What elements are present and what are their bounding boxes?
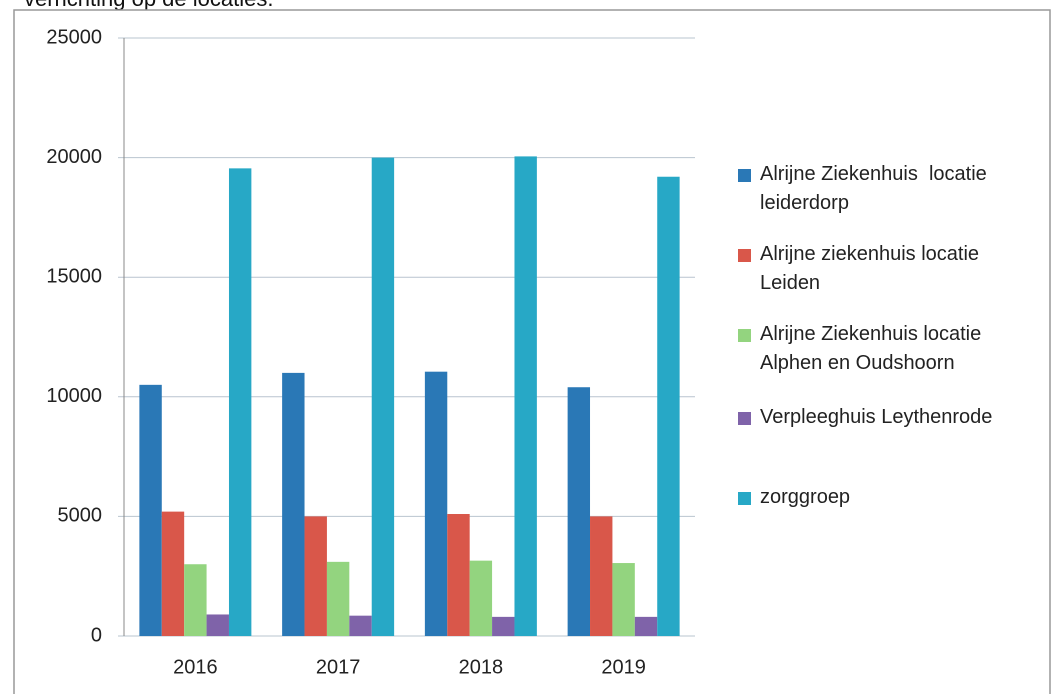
legend-item: Alrijne Ziekenhuis locatie leiderdorp [738, 160, 1038, 218]
bar [612, 563, 635, 636]
bar [228, 168, 252, 636]
bar [282, 372, 305, 636]
bar [567, 387, 591, 636]
legend-label: zorggroep [760, 486, 851, 508]
x-tick-label: 2019 [601, 656, 646, 678]
legend-swatch [738, 329, 751, 342]
legend-item: Verpleeghuis Leythenrode [738, 403, 1038, 432]
y-tick-label: 25000 [46, 26, 102, 48]
y-tick-label: 10000 [46, 385, 102, 407]
bar [326, 561, 350, 636]
chart-frame [13, 9, 1051, 694]
bar [161, 511, 185, 636]
legend-label: Alrijne Ziekenhuis locatie Alphen en Oud… [760, 323, 986, 374]
y-tick-label: 20000 [46, 146, 102, 168]
bar [634, 616, 658, 636]
x-tick-label: 2016 [173, 656, 218, 678]
bar [206, 614, 229, 636]
bar [469, 560, 493, 636]
legend-label: Alrijne ziekenhuis locatie Leiden [760, 243, 985, 294]
bar [657, 176, 680, 636]
bar [424, 371, 448, 636]
legend-label: Alrijne Ziekenhuis locatie leiderdorp [760, 163, 993, 214]
caption: verrichting op de locaties. [24, 0, 273, 12]
bar [447, 514, 470, 636]
bar [514, 156, 537, 637]
bar [492, 616, 515, 636]
bar [590, 516, 613, 636]
bar [371, 157, 395, 636]
bar [139, 384, 162, 636]
legend-swatch [738, 412, 751, 425]
y-tick-label: 0 [91, 624, 102, 646]
y-tick-label: 5000 [58, 505, 103, 527]
legend-label: Verpleeghuis Leythenrode [760, 406, 993, 428]
legend-swatch [738, 169, 751, 182]
x-tick-label: 2017 [316, 656, 361, 678]
legend-item: Alrijne ziekenhuis locatie Leiden [738, 240, 1038, 298]
bar [349, 615, 372, 636]
legend-swatch [738, 249, 751, 262]
legend-item: Alrijne Ziekenhuis locatie Alphen en Oud… [738, 320, 1038, 378]
bar [184, 564, 207, 636]
legend-item: zorggroep [738, 483, 1038, 512]
bar [304, 516, 327, 636]
legend-swatch [738, 492, 751, 505]
y-tick-label: 15000 [46, 265, 102, 287]
x-tick-label: 2018 [459, 656, 504, 678]
